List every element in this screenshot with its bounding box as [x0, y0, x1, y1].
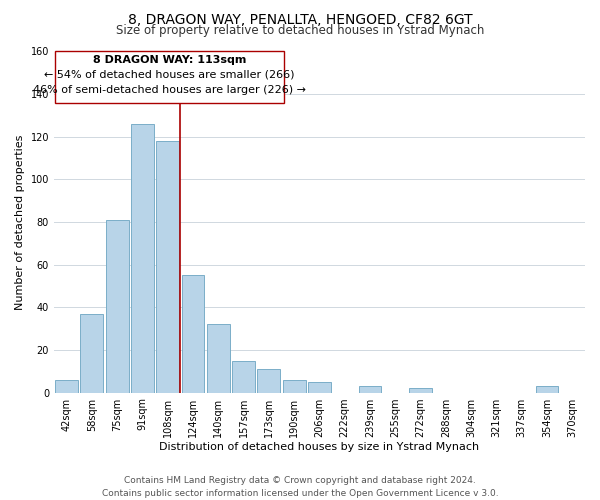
Text: 8 DRAGON WAY: 113sqm: 8 DRAGON WAY: 113sqm — [93, 54, 247, 64]
Bar — [182, 276, 205, 392]
Bar — [536, 386, 559, 392]
Text: ← 54% of detached houses are smaller (266): ← 54% of detached houses are smaller (26… — [44, 70, 295, 80]
Bar — [207, 324, 230, 392]
Text: Contains HM Land Registry data © Crown copyright and database right 2024.
Contai: Contains HM Land Registry data © Crown c… — [101, 476, 499, 498]
Bar — [157, 141, 179, 393]
Bar — [283, 380, 305, 392]
Bar — [257, 369, 280, 392]
Text: 46% of semi-detached houses are larger (226) →: 46% of semi-detached houses are larger (… — [33, 84, 306, 94]
Text: 8, DRAGON WAY, PENALLTA, HENGOED, CF82 6GT: 8, DRAGON WAY, PENALLTA, HENGOED, CF82 6… — [128, 12, 472, 26]
Bar — [232, 360, 255, 392]
Text: Size of property relative to detached houses in Ystrad Mynach: Size of property relative to detached ho… — [116, 24, 484, 37]
Bar — [80, 314, 103, 392]
Bar — [55, 380, 78, 392]
X-axis label: Distribution of detached houses by size in Ystrad Mynach: Distribution of detached houses by size … — [160, 442, 479, 452]
Y-axis label: Number of detached properties: Number of detached properties — [15, 134, 25, 310]
Bar — [308, 382, 331, 392]
Bar — [359, 386, 382, 392]
FancyBboxPatch shape — [55, 52, 284, 102]
Bar — [106, 220, 128, 392]
Bar — [409, 388, 432, 392]
Bar — [131, 124, 154, 392]
